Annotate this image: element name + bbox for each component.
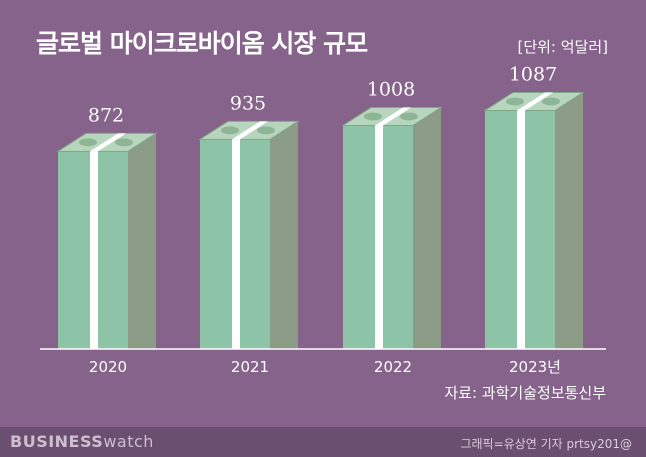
x-tick-label: 2021	[231, 358, 269, 376]
bill-portrait	[79, 138, 97, 147]
data-label: 935	[230, 92, 266, 114]
unit-label: [단위: 억달러]	[517, 38, 608, 56]
footer-bar: BUSINESSwatch 그래픽=유상연 기자 prtsy201@	[0, 427, 646, 457]
bill-portrait	[364, 112, 382, 121]
bar-side	[555, 92, 583, 349]
bill-band-top	[232, 121, 268, 140]
bill-band-top	[375, 107, 411, 126]
bill-portrait	[542, 97, 560, 106]
bill-band	[232, 139, 240, 349]
data-label: 1008	[367, 78, 415, 100]
bill-portrait	[221, 126, 239, 135]
bill-portrait	[115, 138, 133, 147]
graphic-credit: 그래픽=유상연 기자 prtsy201@	[460, 437, 632, 451]
bill-portrait	[257, 126, 275, 135]
chart-title: 글로벌 마이크로바이옴 시장 규모	[36, 29, 368, 58]
bill-band	[375, 125, 383, 349]
bar-side	[270, 121, 298, 349]
data-label: 872	[88, 104, 124, 126]
bill-portrait	[400, 112, 418, 121]
bill-band	[90, 151, 98, 349]
bar-side	[413, 107, 441, 349]
data-label: 1087	[509, 63, 557, 85]
brand-logo: BUSINESSwatch	[10, 432, 154, 451]
x-tick-label: 2022	[374, 358, 412, 376]
x-tick-label: 2023년	[509, 358, 561, 376]
x-tick-label: 2020	[89, 358, 127, 376]
bill-band	[517, 110, 525, 349]
bill-band-top	[90, 133, 126, 152]
bill-band-top	[517, 92, 553, 111]
source-note: 자료: 과학기술정보통신부	[444, 384, 606, 402]
bar-side	[128, 133, 156, 349]
bill-portrait	[506, 97, 524, 106]
